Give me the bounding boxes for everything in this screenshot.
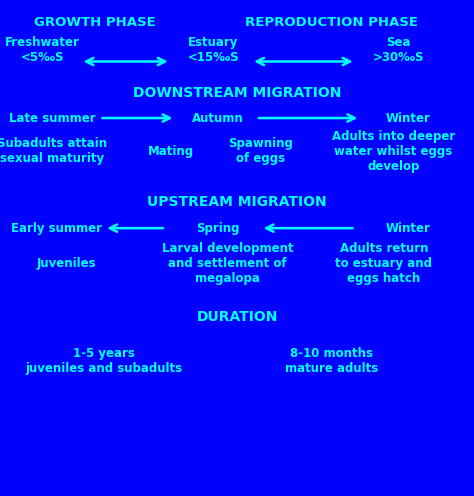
Text: GROWTH PHASE: GROWTH PHASE <box>34 16 155 29</box>
Text: Winter: Winter <box>385 222 430 235</box>
Text: REPRODUCTION PHASE: REPRODUCTION PHASE <box>246 16 418 29</box>
Text: Spring: Spring <box>196 222 240 235</box>
Text: 1-5 years
juveniles and subadults: 1-5 years juveniles and subadults <box>26 347 183 375</box>
Text: UPSTREAM MIGRATION: UPSTREAM MIGRATION <box>147 195 327 209</box>
Text: Winter: Winter <box>385 112 430 124</box>
Text: Subadults attain
sexual maturity: Subadults attain sexual maturity <box>0 137 107 165</box>
Text: Early summer: Early summer <box>11 222 102 235</box>
Text: Adults into deeper
water whilst eggs
develop: Adults into deeper water whilst eggs dev… <box>332 130 455 173</box>
Text: Spawning
of eggs: Spawning of eggs <box>228 137 293 165</box>
Text: Estuary
<15‰S: Estuary <15‰S <box>188 36 239 63</box>
Text: Adults return
to estuary and
eggs hatch: Adults return to estuary and eggs hatch <box>336 243 432 285</box>
Text: Late summer: Late summer <box>9 112 95 124</box>
Text: Juveniles: Juveniles <box>36 257 96 270</box>
Text: Mating: Mating <box>147 145 194 158</box>
Text: Autumn: Autumn <box>192 112 244 124</box>
Text: DURATION: DURATION <box>196 310 278 324</box>
Text: Sea
>30‰S: Sea >30‰S <box>373 36 424 63</box>
Text: Freshwater
<5‰S: Freshwater <5‰S <box>5 36 80 63</box>
Text: Larval development
and settlement of
megalopa: Larval development and settlement of meg… <box>162 243 293 285</box>
Text: 8-10 months
mature adults: 8-10 months mature adults <box>285 347 378 375</box>
Text: DOWNSTREAM MIGRATION: DOWNSTREAM MIGRATION <box>133 86 341 100</box>
